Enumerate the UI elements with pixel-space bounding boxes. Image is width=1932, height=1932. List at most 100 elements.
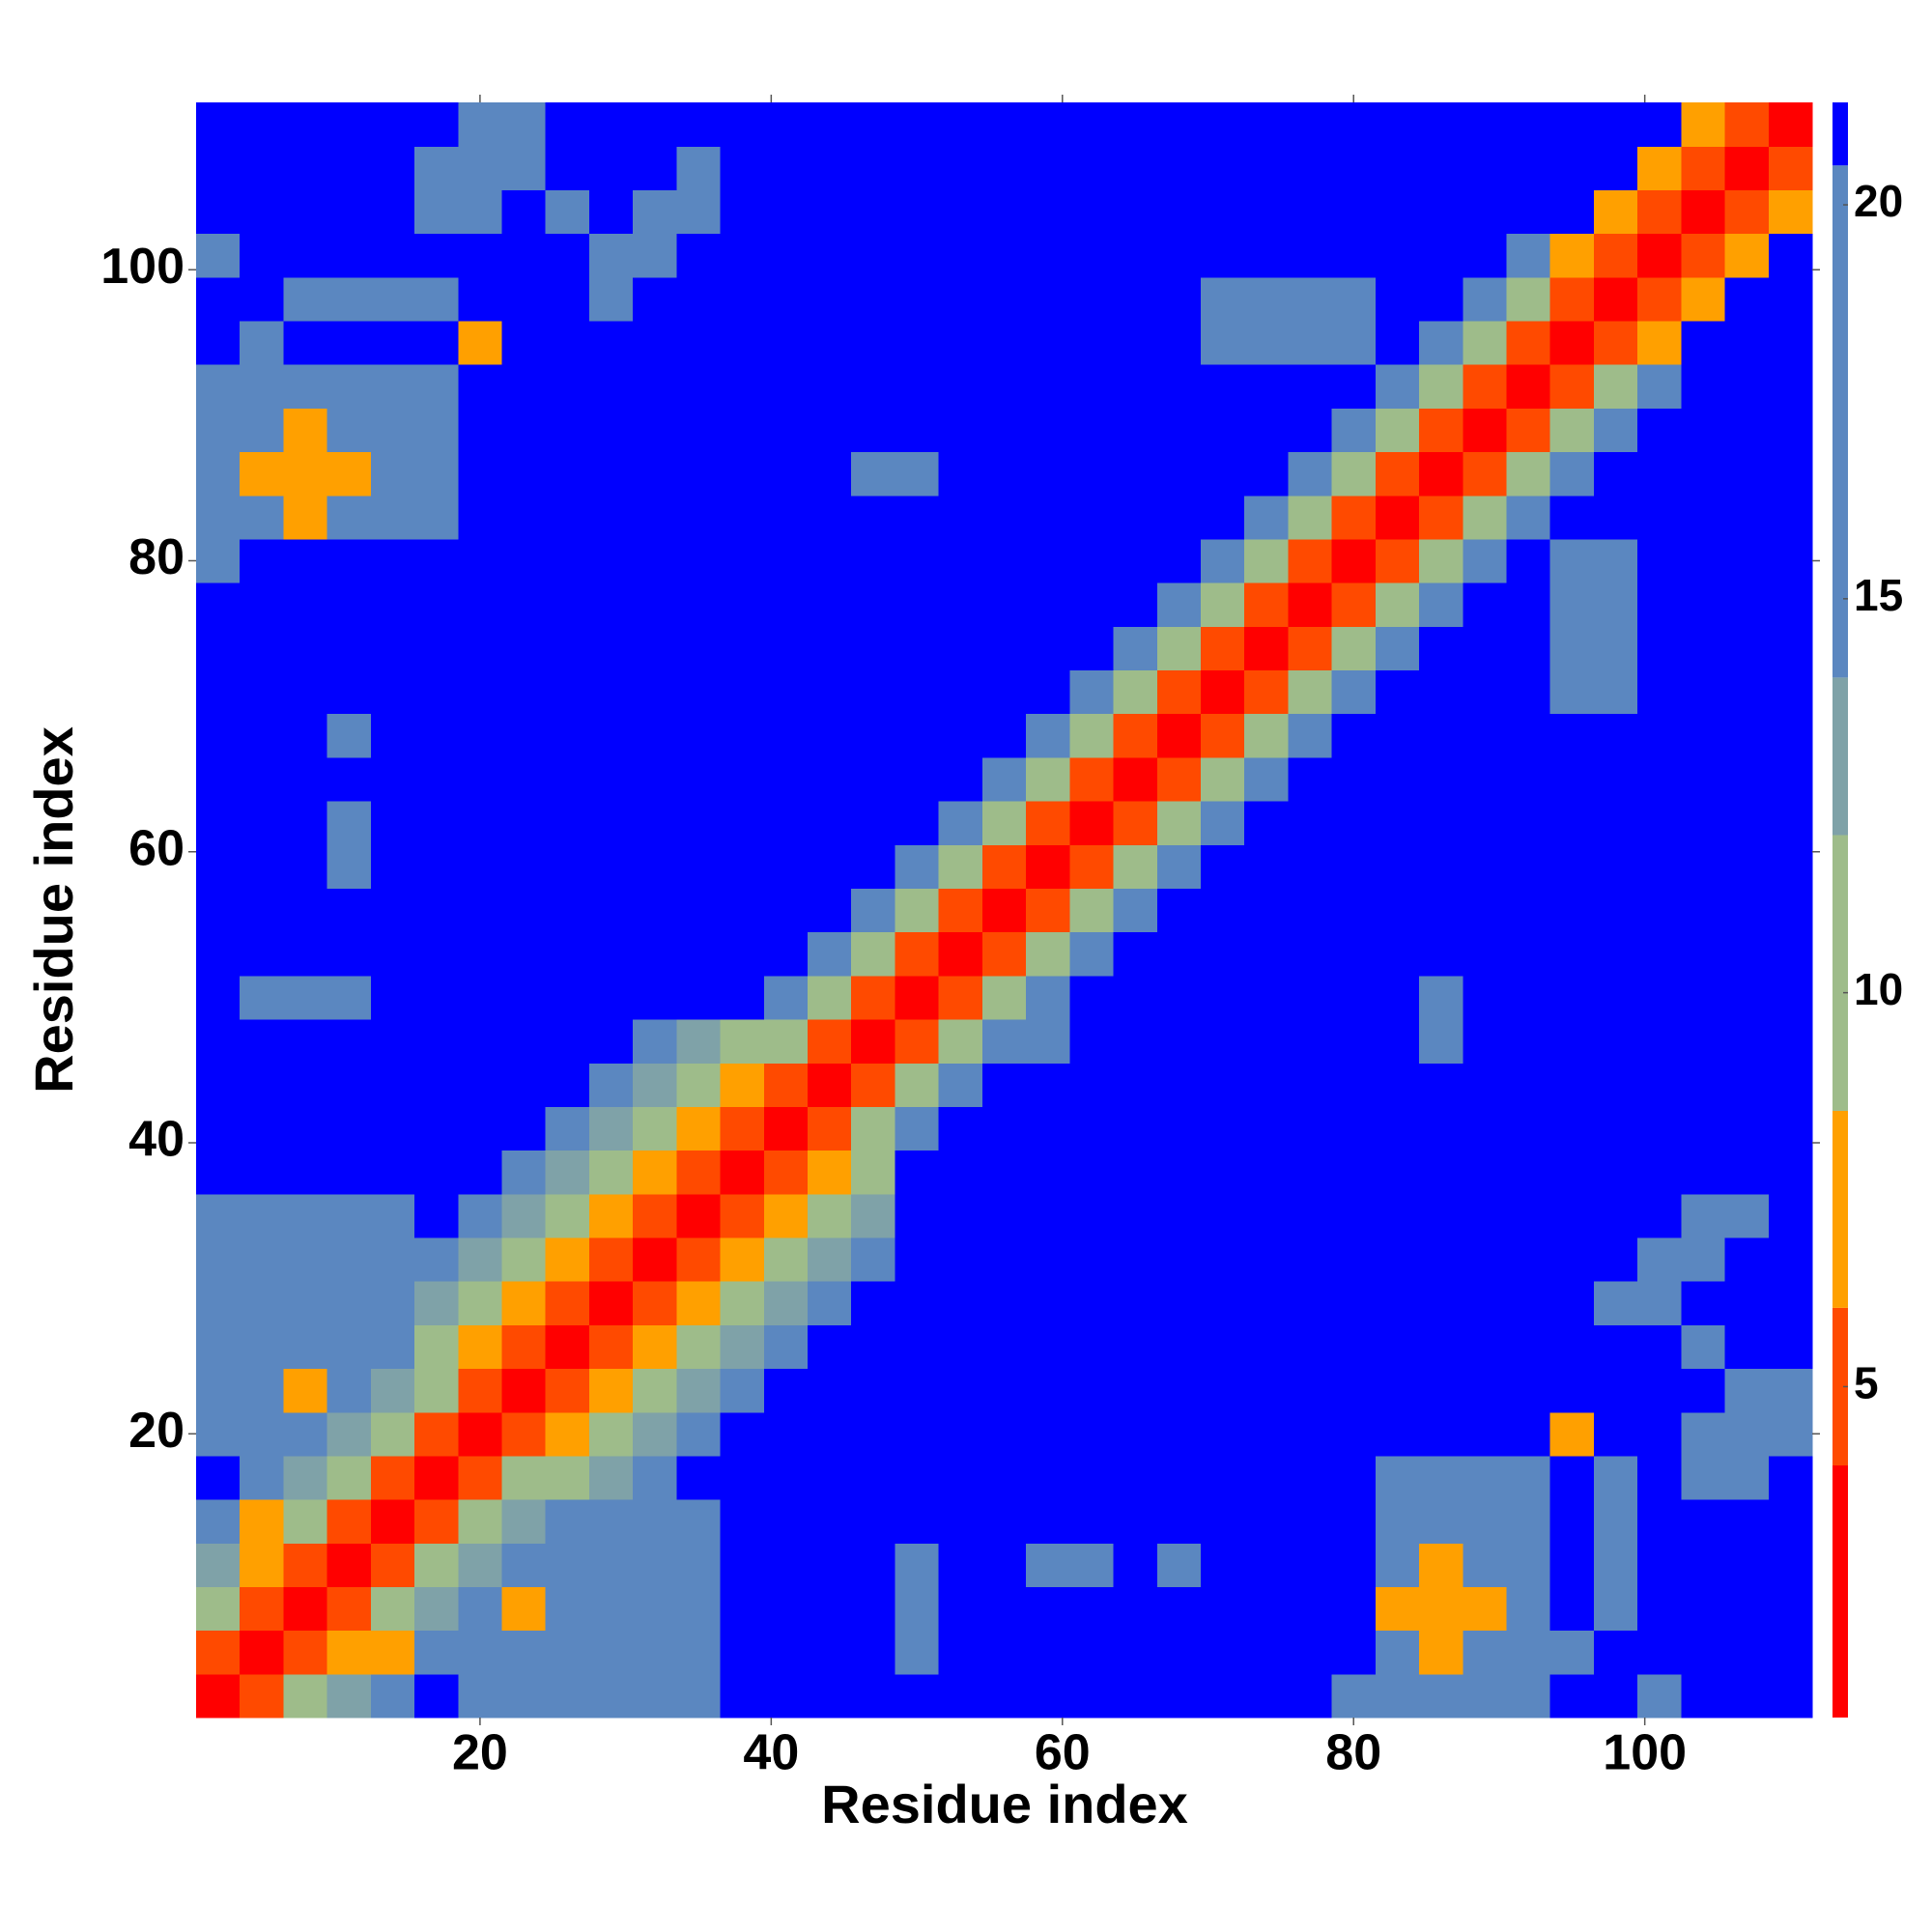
heatmap-cell — [1375, 1193, 1420, 1238]
heatmap-cell — [458, 1455, 503, 1500]
heatmap-cell — [676, 233, 722, 278]
heatmap-cell — [1026, 1018, 1070, 1064]
heatmap-cell — [676, 538, 722, 583]
heatmap-cell — [196, 931, 241, 977]
heatmap-cell — [1724, 1150, 1770, 1195]
heatmap-cell — [1419, 1543, 1463, 1588]
heatmap-cell — [1244, 626, 1290, 671]
heatmap-cell — [196, 1586, 241, 1632]
heatmap-cell — [1331, 669, 1377, 715]
heatmap-cell — [981, 626, 1027, 671]
heatmap-cell — [1375, 1063, 1420, 1107]
heatmap-cell — [851, 713, 896, 758]
heatmap-cell — [1593, 233, 1638, 278]
heatmap-cell — [1593, 1543, 1638, 1588]
heatmap-cell — [676, 1281, 722, 1325]
heatmap-cell — [1200, 1411, 1245, 1457]
heatmap-cell — [633, 669, 677, 715]
heatmap-cell — [1506, 756, 1551, 802]
heatmap-cell — [763, 102, 809, 147]
heatmap-cell — [763, 1411, 809, 1457]
heatmap-cell — [938, 538, 983, 583]
heatmap-cell — [1768, 189, 1813, 235]
heatmap-cell — [1593, 1673, 1638, 1719]
heatmap-cell — [1026, 582, 1070, 627]
heatmap-cell — [981, 495, 1027, 540]
heatmap-cell — [1506, 1018, 1551, 1064]
heatmap-cell — [1113, 844, 1158, 890]
heatmap-cell — [196, 713, 241, 758]
heatmap-cell — [1724, 1106, 1770, 1151]
heatmap-cell — [240, 975, 285, 1020]
heatmap-cell — [1200, 538, 1245, 583]
heatmap-cell — [283, 1324, 328, 1370]
heatmap-cell — [851, 364, 896, 409]
heatmap-cell — [1200, 801, 1245, 845]
heatmap-cell — [1331, 756, 1377, 802]
heatmap-cell — [763, 669, 809, 715]
heatmap-cell — [1244, 320, 1290, 365]
heatmap-cell — [938, 102, 983, 147]
heatmap-cell — [545, 1630, 590, 1675]
heatmap-cell — [720, 713, 765, 758]
heatmap-cell — [1375, 408, 1420, 453]
heatmap-cell — [1637, 495, 1682, 540]
heatmap-cell — [458, 669, 503, 715]
heatmap-cell — [1288, 1324, 1333, 1370]
heatmap-cell — [196, 801, 241, 845]
heatmap-cell — [327, 364, 372, 409]
heatmap-cell — [1681, 146, 1726, 190]
heatmap-cell — [1026, 713, 1070, 758]
heatmap-cell — [196, 451, 241, 497]
heatmap-cell — [895, 451, 940, 497]
heatmap-cell — [720, 1586, 765, 1632]
heatmap-cell — [895, 276, 940, 322]
heatmap-cell — [327, 1018, 372, 1064]
heatmap-cell — [763, 888, 809, 933]
heatmap-cell — [414, 975, 459, 1020]
heatmap-cell — [1026, 1368, 1070, 1413]
heatmap-cell — [1156, 888, 1202, 933]
heatmap-cell — [981, 1368, 1027, 1413]
heatmap-cell — [370, 538, 415, 583]
heatmap-cell — [1549, 844, 1595, 890]
heatmap-cell — [196, 1281, 241, 1325]
heatmap-cell — [1768, 626, 1813, 671]
heatmap-cell — [1156, 146, 1202, 190]
heatmap-cell — [1288, 1106, 1333, 1151]
heatmap-cell — [458, 276, 503, 322]
heatmap-cell — [938, 1324, 983, 1370]
heatmap-cell — [1375, 1106, 1420, 1151]
heatmap-cell — [1026, 669, 1070, 715]
heatmap-cell — [1375, 1324, 1420, 1370]
heatmap-cell — [240, 495, 285, 540]
heatmap-cell — [1156, 1193, 1202, 1238]
heatmap-cell — [633, 888, 677, 933]
heatmap-cell — [1244, 102, 1290, 147]
heatmap-cell — [676, 1236, 722, 1282]
heatmap-cell — [808, 495, 852, 540]
heatmap-cell — [938, 276, 983, 322]
heatmap-cell — [545, 713, 590, 758]
heatmap-cell — [545, 408, 590, 453]
heatmap-cell — [1681, 756, 1726, 802]
heatmap-cell — [327, 1063, 372, 1107]
heatmap-cell — [938, 1368, 983, 1413]
heatmap-cell — [808, 102, 852, 147]
heatmap-cell — [1288, 102, 1333, 147]
heatmap-cell — [1156, 669, 1202, 715]
heatmap-cell — [851, 451, 896, 497]
heatmap-cell — [808, 146, 852, 190]
heatmap-cell — [1463, 713, 1508, 758]
heatmap-cell — [545, 1499, 590, 1544]
heatmap-cell — [1200, 189, 1245, 235]
heatmap-cell — [1724, 538, 1770, 583]
heatmap-cell — [851, 189, 896, 235]
heatmap-cell — [370, 1455, 415, 1500]
heatmap-cell — [1288, 451, 1333, 497]
heatmap-cell — [545, 669, 590, 715]
heatmap-cell — [763, 146, 809, 190]
heatmap-cell — [851, 408, 896, 453]
heatmap-cell — [1069, 713, 1115, 758]
heatmap-cell — [588, 801, 634, 845]
